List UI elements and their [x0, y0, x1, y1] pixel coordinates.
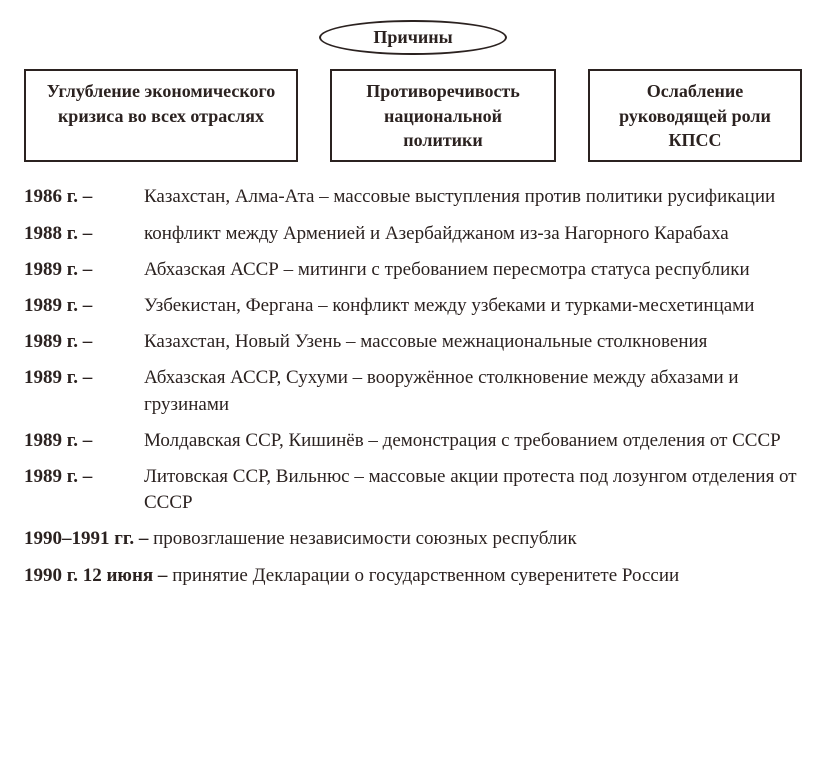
- timeline-event: 1986 г. – Казахстан, Алма-Ата – массовые…: [24, 184, 802, 210]
- header-oval-wrap: Причины: [24, 20, 802, 55]
- timeline-year: 1989 г. –: [24, 329, 144, 355]
- timeline-desc: провозглашение независимости союзных рес…: [153, 528, 577, 549]
- causes-row: Углубление экономического кризиса во все…: [24, 69, 802, 162]
- cause-box-economic: Углубление экономического кризиса во все…: [24, 69, 298, 162]
- timeline-year: 1990–1991 гг. –: [24, 528, 153, 549]
- timeline-year: 1989 г. –: [24, 365, 144, 417]
- timeline-desc: Абхазская АССР – митинги с требованием п…: [144, 257, 802, 283]
- timeline-desc: принятие Декларации о государственном су…: [172, 565, 679, 586]
- timeline-year: 1988 г. –: [24, 221, 144, 247]
- timeline-desc: Узбекистан, Фергана – конфликт между узб…: [144, 293, 802, 319]
- timeline-year: 1989 г. –: [24, 257, 144, 283]
- timeline-event: 1988 г. – конфликт между Арменией и Азер…: [24, 221, 802, 247]
- timeline-desc: Молдавская ССР, Кишинёв – демонстрация с…: [144, 428, 802, 454]
- timeline-event: 1989 г. – Узбекистан, Фергана – конфликт…: [24, 293, 802, 319]
- timeline-year: 1989 г. –: [24, 428, 144, 454]
- timeline-desc: Абхазская АССР, Сухуми – вооружённое сто…: [144, 365, 802, 417]
- timeline-event: 1989 г. – Абхазская АССР, Сухуми – воору…: [24, 365, 802, 417]
- timeline-year: 1989 г. –: [24, 464, 144, 516]
- timeline-desc: конфликт между Арменией и Азербайджаном …: [144, 221, 802, 247]
- cause-box-national-policy: Противоречивость национальной политики: [330, 69, 556, 162]
- timeline-desc: Литовская ССР, Вильнюс – массовые акции …: [144, 464, 802, 516]
- timeline-event: 1989 г. – Казахстан, Новый Узень – массо…: [24, 329, 802, 355]
- timeline-year: 1990 г. 12 июня –: [24, 565, 172, 586]
- timeline-list: 1986 г. – Казахстан, Алма-Ата – массовые…: [24, 184, 802, 589]
- timeline-event: 1989 г. – Молдавская ССР, Кишинёв – демо…: [24, 428, 802, 454]
- timeline-event-long: 1990–1991 гг. – провозглашение независим…: [24, 526, 802, 552]
- timeline-desc: Казахстан, Алма-Ата – массовые выступлен…: [144, 184, 802, 210]
- timeline-event: 1989 г. – Абхазская АССР – митинги с тре…: [24, 257, 802, 283]
- header-title: Причины: [319, 20, 506, 55]
- cause-box-cpsu: Ослабление руководящей роли КПСС: [588, 69, 802, 162]
- timeline-desc: Казахстан, Новый Узень – массовые межнац…: [144, 329, 802, 355]
- timeline-event-long: 1990 г. 12 июня – принятие Декларации о …: [24, 563, 802, 589]
- timeline-year: 1989 г. –: [24, 293, 144, 319]
- timeline-year: 1986 г. –: [24, 184, 144, 210]
- timeline-event: 1989 г. – Литовская ССР, Вильнюс – массо…: [24, 464, 802, 516]
